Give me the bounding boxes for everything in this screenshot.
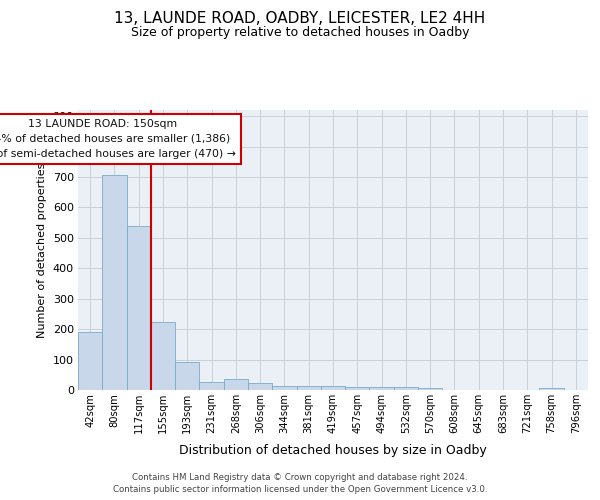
Bar bbox=[224, 379, 248, 390]
Text: Size of property relative to detached houses in Oadby: Size of property relative to detached ho… bbox=[131, 26, 469, 39]
Bar bbox=[321, 386, 345, 390]
Text: Contains HM Land Registry data © Crown copyright and database right 2024.
Contai: Contains HM Land Registry data © Crown c… bbox=[113, 472, 487, 494]
Bar bbox=[151, 322, 175, 390]
Bar bbox=[370, 387, 394, 390]
Bar bbox=[345, 386, 370, 390]
Bar bbox=[272, 386, 296, 390]
Bar bbox=[127, 226, 151, 390]
Bar bbox=[78, 332, 102, 390]
Bar bbox=[175, 362, 199, 390]
Text: 13 LAUNDE ROAD: 150sqm
← 74% of detached houses are smaller (1,386)
25% of semi-: 13 LAUNDE ROAD: 150sqm ← 74% of detached… bbox=[0, 119, 236, 158]
X-axis label: Distribution of detached houses by size in Oadby: Distribution of detached houses by size … bbox=[179, 444, 487, 458]
Bar bbox=[296, 386, 321, 390]
Bar bbox=[418, 388, 442, 390]
Y-axis label: Number of detached properties: Number of detached properties bbox=[37, 162, 47, 338]
Bar bbox=[199, 382, 224, 390]
Bar bbox=[248, 382, 272, 390]
Text: 13, LAUNDE ROAD, OADBY, LEICESTER, LE2 4HH: 13, LAUNDE ROAD, OADBY, LEICESTER, LE2 4… bbox=[115, 11, 485, 26]
Bar bbox=[539, 388, 564, 390]
Bar bbox=[102, 174, 127, 390]
Bar bbox=[394, 387, 418, 390]
